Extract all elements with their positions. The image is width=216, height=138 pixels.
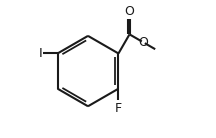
Text: O: O	[125, 5, 134, 18]
Text: F: F	[115, 102, 122, 115]
Text: I: I	[39, 47, 43, 60]
Text: O: O	[138, 36, 148, 49]
